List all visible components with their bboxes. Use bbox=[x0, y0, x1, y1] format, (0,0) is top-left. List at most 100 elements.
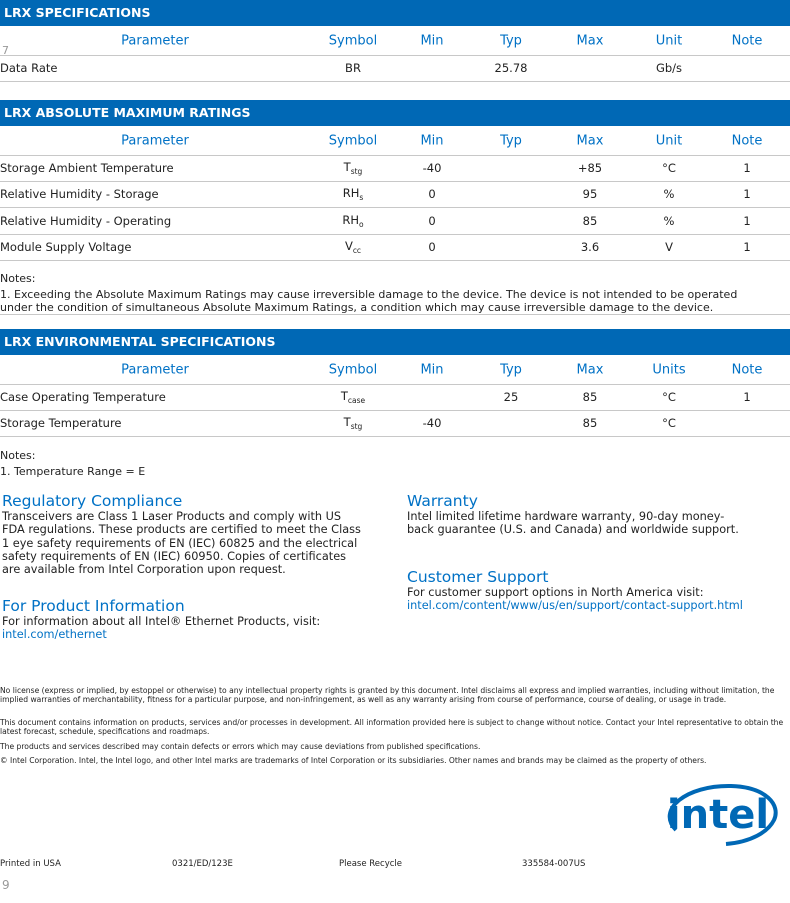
footer-text: Please Recycle bbox=[339, 859, 403, 869]
section-heading: Warranty bbox=[407, 492, 478, 510]
rule bbox=[0, 314, 790, 316]
symbol-base: V bbox=[344, 238, 353, 253]
logo-text: intel bbox=[667, 792, 769, 838]
column-header: Parameter bbox=[121, 362, 189, 378]
column-header: Typ bbox=[500, 33, 522, 49]
unit: V bbox=[665, 239, 673, 254]
column-header: Note bbox=[731, 33, 763, 49]
rule bbox=[0, 81, 790, 82]
section: Regulatory Compliance Transceivers are Cl… bbox=[2, 492, 367, 576]
note: 1 bbox=[743, 213, 751, 228]
min: 0 bbox=[428, 213, 436, 228]
section-heading: For Product Information bbox=[2, 597, 185, 615]
column-header: Min bbox=[420, 133, 444, 149]
symbol: Vcc bbox=[345, 239, 361, 255]
min: 0 bbox=[428, 239, 436, 254]
column-header: Min bbox=[420, 362, 444, 378]
rule bbox=[0, 436, 790, 438]
symbol: RHo bbox=[342, 212, 363, 228]
section-text: For information about all Intel® Etherne… bbox=[2, 615, 321, 628]
logo-swoosh bbox=[667, 783, 778, 846]
symbol-base: RH bbox=[342, 212, 360, 227]
column-header: Min bbox=[420, 33, 444, 49]
symbol-base: T bbox=[340, 388, 348, 403]
parameter: Storage Temperature bbox=[0, 416, 122, 431]
symbol-sub: stg bbox=[350, 167, 363, 177]
unit: °C bbox=[662, 416, 676, 431]
footer-text: Printed in USA bbox=[0, 859, 61, 869]
legal-text: This document contains information on pr… bbox=[0, 718, 784, 736]
typ: 25 bbox=[503, 390, 519, 404]
symbol-sub: stg bbox=[350, 422, 363, 432]
rule bbox=[0, 384, 790, 385]
column-header: Units bbox=[652, 362, 686, 378]
max: 85 bbox=[582, 390, 598, 404]
section: Customer Support For customer support opt… bbox=[407, 568, 767, 612]
symbol: RHs bbox=[343, 186, 364, 202]
intel-logo: intel bbox=[667, 783, 778, 846]
legal-text: © Intel Corporation. Intel, the Intel lo… bbox=[0, 756, 707, 765]
notes-label: Notes: bbox=[0, 272, 36, 286]
section-text: Transceivers are Class 1 Laser Products … bbox=[2, 510, 361, 577]
symbol: Tstg bbox=[344, 415, 363, 431]
parameter: Module Supply Voltage bbox=[0, 239, 132, 254]
max: 3.6 bbox=[580, 239, 600, 254]
parameter: Relative Humidity - Operating bbox=[0, 213, 172, 228]
min: -40 bbox=[422, 161, 442, 175]
table-title: LRX ABSOLUTE MAXIMUM RATINGS bbox=[0, 100, 790, 126]
note: 1 bbox=[743, 161, 751, 175]
column-header: Parameter bbox=[121, 133, 189, 149]
column-header: Symbol bbox=[328, 133, 378, 149]
table-title: LRX ENVIRONMENTAL SPECIFICATIONS bbox=[0, 329, 790, 355]
unit: °C bbox=[662, 390, 676, 404]
symbol: BR bbox=[345, 61, 361, 75]
column-header: Max bbox=[576, 133, 604, 149]
max: 85 bbox=[582, 213, 598, 228]
page-mark: 9 bbox=[2, 878, 10, 892]
note: 1 bbox=[743, 187, 751, 202]
note: 1. Exceeding the Absolute Maximum Rating… bbox=[0, 288, 738, 314]
unit: Gb/s bbox=[655, 61, 683, 75]
rule bbox=[0, 55, 790, 56]
symbol-base: RH bbox=[342, 186, 360, 201]
rule bbox=[0, 410, 790, 411]
legal-text: No license (express or implied, by estop… bbox=[0, 686, 775, 704]
column-header: Note bbox=[731, 362, 763, 378]
max: 85 bbox=[582, 416, 598, 431]
parameter: Data Rate bbox=[0, 61, 58, 75]
column-header: Max bbox=[576, 33, 604, 49]
rule bbox=[0, 155, 790, 156]
rule bbox=[0, 259, 790, 261]
table-title: LRX SPECIFICATIONS bbox=[0, 0, 790, 26]
unit: °C bbox=[662, 161, 676, 175]
column-header: Symbol bbox=[328, 33, 378, 49]
section: For Product Information For information a… bbox=[2, 597, 367, 641]
symbol: Tstg bbox=[344, 160, 363, 176]
column-header: Unit bbox=[655, 33, 683, 49]
symbol-sub: cc bbox=[352, 246, 362, 256]
section-link: intel.com/ethernet bbox=[2, 628, 107, 642]
symbol-sub: o bbox=[359, 219, 364, 229]
rule bbox=[0, 181, 790, 182]
symbol-sub: s bbox=[359, 193, 364, 203]
notes-label: Notes: bbox=[0, 448, 36, 462]
note: 1. Temperature Range = E bbox=[0, 464, 146, 478]
section-heading: Customer Support bbox=[407, 568, 549, 586]
column-header: Parameter bbox=[121, 33, 189, 49]
column-header: Unit bbox=[655, 133, 683, 149]
max: +85 bbox=[577, 161, 603, 175]
symbol-base: T bbox=[343, 415, 351, 430]
symbol-sub: case bbox=[347, 396, 366, 406]
min: 0 bbox=[428, 187, 436, 202]
symbol: Tcase bbox=[341, 389, 365, 405]
column-header: Max bbox=[576, 362, 604, 378]
column-header: Typ bbox=[500, 362, 522, 378]
parameter: Case Operating Temperature bbox=[0, 390, 166, 404]
section-text: Intel limited lifetime hardware warranty… bbox=[407, 510, 739, 537]
footer-text: 335584-007US bbox=[522, 859, 586, 869]
unit: % bbox=[663, 187, 675, 202]
section: Warranty Intel limited lifetime hardware … bbox=[407, 492, 747, 537]
column-header: Note bbox=[731, 133, 763, 149]
min: -40 bbox=[422, 416, 442, 431]
